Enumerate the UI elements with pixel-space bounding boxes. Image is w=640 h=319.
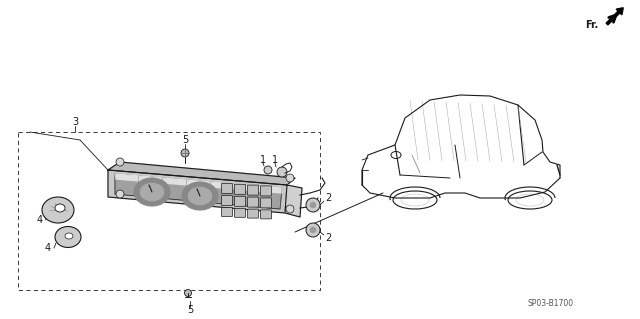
Ellipse shape [182,182,218,210]
Polygon shape [285,185,302,217]
FancyBboxPatch shape [234,208,246,217]
Ellipse shape [140,183,164,201]
Circle shape [306,223,320,237]
Ellipse shape [55,204,65,212]
Ellipse shape [188,187,212,205]
Circle shape [116,158,124,166]
Circle shape [184,290,191,296]
FancyBboxPatch shape [221,207,232,217]
Text: 4: 4 [45,243,51,253]
Text: 5: 5 [187,305,193,315]
Ellipse shape [55,226,81,248]
FancyBboxPatch shape [248,185,259,195]
Circle shape [286,205,294,213]
FancyBboxPatch shape [248,209,259,218]
Polygon shape [115,174,282,209]
Circle shape [286,174,294,182]
Circle shape [310,202,316,208]
Circle shape [310,227,316,233]
Text: 1: 1 [272,155,278,165]
Ellipse shape [65,233,73,239]
Text: 2: 2 [325,233,331,243]
FancyBboxPatch shape [234,196,246,206]
FancyBboxPatch shape [234,184,246,194]
Text: SP03-B1700: SP03-B1700 [527,299,573,308]
Bar [18,132,320,290]
Text: Fr.: Fr. [585,20,598,30]
FancyBboxPatch shape [221,196,232,205]
Text: 5: 5 [182,135,188,145]
Polygon shape [115,174,282,193]
FancyArrow shape [606,8,623,25]
Polygon shape [108,170,287,213]
Circle shape [306,198,320,212]
Circle shape [277,167,287,177]
FancyBboxPatch shape [260,198,271,208]
FancyBboxPatch shape [221,183,232,194]
FancyBboxPatch shape [260,186,271,196]
Text: 3: 3 [72,117,78,127]
Circle shape [116,190,124,198]
Ellipse shape [42,197,74,223]
Text: 1: 1 [260,155,266,165]
FancyBboxPatch shape [260,210,271,219]
Ellipse shape [134,178,170,206]
Text: 4: 4 [37,215,43,225]
Text: 2: 2 [325,193,331,203]
Circle shape [181,149,189,157]
FancyBboxPatch shape [248,197,259,207]
Circle shape [264,166,272,174]
Polygon shape [108,162,295,185]
